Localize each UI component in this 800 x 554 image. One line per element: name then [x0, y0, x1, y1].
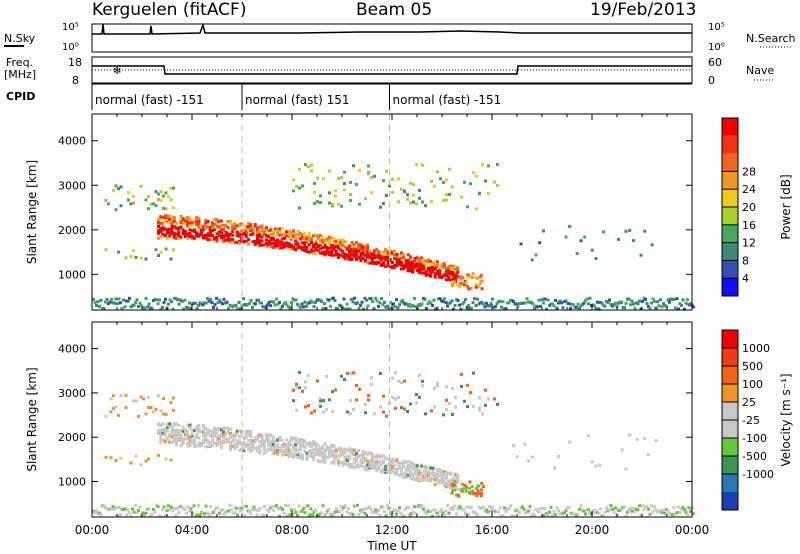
power-cbar-tick-0: 4 — [742, 272, 749, 285]
cpid-label: CPID — [6, 90, 35, 103]
power-panel: 1000 2000 3000 4000 Slant Range [km] — [25, 113, 695, 311]
freq-tick-bottom: 8 — [72, 74, 79, 87]
vel-cbar-segment-8 — [722, 348, 738, 366]
nsky-tick-top: 10⁵ — [62, 22, 79, 33]
vel-cbar-tick-0: 1000 — [742, 342, 770, 355]
vel-cbar-segment-7 — [722, 366, 738, 384]
nave-tick-top: 60 — [708, 56, 722, 69]
nsky-tick-bottom: 10⁰ — [62, 42, 79, 53]
cpid-segment-1: normal (fast) 151 — [245, 93, 349, 107]
nsky-label: N.Sky — [4, 32, 36, 45]
vel-cbar-tick-3: 25 — [742, 396, 756, 409]
vel-cbar-tick-5: -100 — [742, 432, 767, 445]
nsearch-label: N.Search — [746, 32, 796, 45]
vel-cbar-segment-6 — [722, 384, 738, 402]
vel-ytick-1: 2000 — [58, 431, 86, 444]
vel-ytick-3: 4000 — [58, 343, 86, 356]
vel-ytick-2: 3000 — [58, 387, 86, 400]
vel-cbar-tick-4: -25 — [742, 414, 760, 427]
xtick-5: 20:00 — [575, 523, 610, 537]
power-cells — [92, 163, 695, 311]
vel-cbar-tick-2: 100 — [742, 378, 763, 391]
power-colorbar: 4 8 12 16 20 24 28 Power [dB] — [721, 117, 793, 297]
freq-label-1: Freq. — [6, 56, 33, 69]
velocity-panel: 1000 2000 3000 4000 Slant Range [km] — [25, 321, 695, 518]
xtick-2: 08:00 — [275, 523, 310, 537]
power-cbar-segment-7 — [722, 153, 738, 172]
velocity-colorbar: 1000 500 100 25 -25 -100 -500 -1000 Velocity [m … — [721, 329, 793, 511]
power-cbar-tick-4: 20 — [742, 201, 756, 214]
xlabel: Time UT — [366, 539, 417, 553]
nsearch-tick-bottom: 10⁰ — [708, 42, 725, 53]
xtick-0: 00:00 — [75, 523, 110, 537]
xtick-3: 12:00 — [375, 523, 410, 537]
nsky-trace — [92, 22, 692, 35]
date-label: 19/Feb/2013 — [590, 0, 697, 20]
power-cbar-tick-2: 12 — [742, 237, 756, 250]
freq-label-2: [MHz] — [4, 68, 36, 81]
power-ytick-2: 3000 — [58, 179, 86, 192]
vel-ytick-0: 1000 — [58, 476, 86, 489]
freq-trace — [92, 65, 692, 75]
power-cbar-label: Power [dB] — [779, 174, 793, 239]
vel-cbar-segment-1 — [722, 474, 738, 492]
xtick-6: 00:00 — [675, 523, 710, 537]
vel-cbar-segment-5 — [722, 402, 738, 420]
power-ylabel: Slant Range [km] — [25, 160, 39, 264]
power-cbar-tick-6: 28 — [742, 165, 756, 178]
vel-cbar-segment-2 — [722, 456, 738, 474]
nave-label: Nave — [746, 64, 774, 77]
power-cbar-segment-3 — [722, 224, 738, 243]
power-cbar-tick-5: 24 — [742, 183, 756, 196]
power-ytick-1: 2000 — [58, 224, 86, 237]
power-ytick-3: 4000 — [58, 135, 86, 148]
power-cbar-tick-3: 16 — [742, 219, 756, 232]
cpid-segment-2: normal (fast) -151 — [393, 93, 502, 107]
vel-cbar-label: Velocity [m s⁻¹] — [779, 373, 793, 466]
vel-ylabel: Slant Range [km] — [25, 367, 39, 471]
nave-tick-bottom: 0 — [708, 74, 715, 87]
nsearch-tick-top: 10⁵ — [708, 22, 725, 33]
power-cbar-segment-8 — [722, 135, 738, 154]
power-cbar-segment-2 — [722, 242, 738, 261]
vel-cbar-segment-9 — [722, 330, 738, 348]
xtick-1: 04:00 — [175, 523, 210, 537]
power-cbar-segment-6 — [722, 171, 738, 190]
freq-tick-top: 18 — [68, 56, 82, 69]
vel-cbar-segment-0 — [722, 492, 738, 510]
cpid-segment-0: normal (fast) -151 — [95, 93, 204, 107]
power-ytick-0: 1000 — [58, 268, 86, 281]
power-cbar-segment-9 — [722, 118, 738, 136]
cpid-row: normal (fast) -151 normal (fast) 151 norma… — [91, 83, 692, 110]
freq-panel: ✻ Freq. [MHz] 18 8 60 0 Nave — [4, 56, 774, 87]
xtick-4: 16:00 — [475, 523, 510, 537]
station-title: Kerguelen (fitACF) — [92, 0, 247, 20]
beam-label: Beam 05 — [356, 0, 433, 20]
power-cbar-tick-1: 8 — [742, 254, 749, 267]
vel-cbar-tick-6: -500 — [742, 450, 767, 463]
nsky-panel: N.Sky 10⁵ 10⁰ 10⁵ 10⁰ N.Search — [4, 22, 796, 53]
power-cbar-segment-5 — [722, 189, 738, 207]
time-axis: 00:00 04:00 08:00 12:00 16:00 20:00 00:00 — [75, 523, 710, 537]
vel-cbar-tick-7: -1000 — [742, 468, 774, 481]
vel-cbar-tick-1: 500 — [742, 360, 763, 373]
power-cbar-segment-4 — [722, 207, 738, 225]
power-cbar-segment-1 — [722, 260, 738, 279]
freq-marker: ✻ — [113, 66, 121, 77]
power-cbar-segment-0 — [722, 278, 738, 296]
vel-cbar-segment-3 — [722, 438, 738, 456]
vel-cbar-segment-4 — [722, 420, 738, 438]
